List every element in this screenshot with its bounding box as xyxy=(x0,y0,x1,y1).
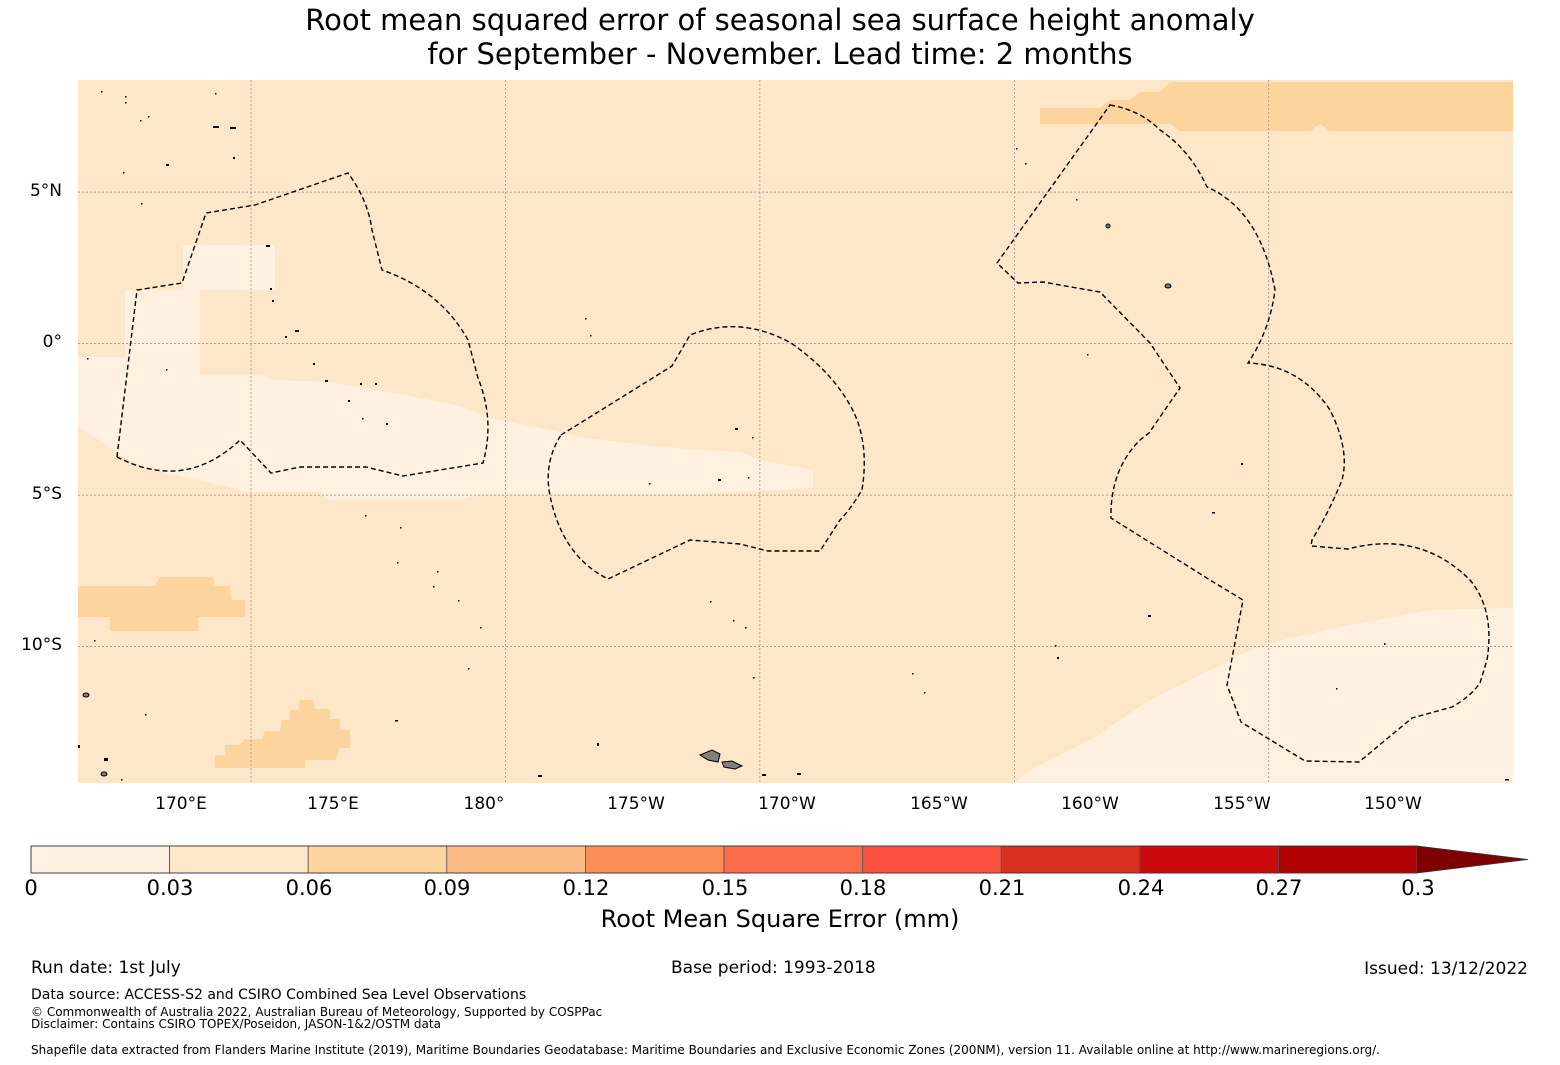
lat-label-0: 0° xyxy=(42,332,62,352)
islands xyxy=(82,223,1172,777)
colorbar-tick-3: 0.09 xyxy=(423,876,471,900)
shapefile-credit: Shapefile data extracted from Flanders M… xyxy=(31,1043,1380,1057)
base-period: Base period: 1993-2018 xyxy=(671,958,876,978)
lon-label-165w: 165°W xyxy=(910,794,968,814)
map-gridlines xyxy=(78,80,1513,783)
island-small-1 xyxy=(82,692,90,698)
colorbar-tick-1: 0.03 xyxy=(146,876,194,900)
island-upolu xyxy=(698,749,721,763)
high-error-patch-south xyxy=(215,700,350,768)
colorbar-segment-6 xyxy=(862,845,1002,874)
lon-label-170e: 170°E xyxy=(155,794,207,814)
island-small-3 xyxy=(1164,283,1172,289)
lon-label-170w: 170°W xyxy=(758,794,816,814)
lon-label-175w: 175°W xyxy=(607,794,665,814)
colorbar-tick-9: 0.27 xyxy=(1255,876,1303,900)
chart-title-line1: Root mean squared error of seasonal sea … xyxy=(305,3,1255,37)
copyright: © Commonwealth of Australia 2022, Austra… xyxy=(31,1005,603,1019)
lon-label-180: 180° xyxy=(463,794,505,814)
colorbar-segment-0 xyxy=(30,845,171,874)
colorbar-tick-0: 0 xyxy=(24,876,38,900)
colorbar-tick-10: 0.3 xyxy=(1401,876,1435,900)
issued-date: Issued: 13/12/2022 xyxy=(1364,959,1528,979)
colorbar-segment-3 xyxy=(446,845,586,874)
eez-boundary-east xyxy=(996,104,1490,763)
island-small-4 xyxy=(1105,223,1111,229)
colorbar-extend-arrow xyxy=(1417,846,1528,873)
eez-boundary-west xyxy=(116,172,489,477)
colorbar-label: Root Mean Square Error (mm) xyxy=(600,905,960,933)
colorbar-segment-5 xyxy=(723,845,864,874)
lon-label-160w: 160°W xyxy=(1061,794,1119,814)
map-panel xyxy=(78,80,1513,783)
data-source: Data source: ACCESS-S2 and CSIRO Combine… xyxy=(31,987,527,1003)
colorbar-tick-6: 0.18 xyxy=(839,876,887,900)
island-small-2 xyxy=(100,771,108,777)
colorbar xyxy=(30,845,1529,874)
run-date: Run date: 1st July xyxy=(31,958,181,978)
colorbar-segment-9 xyxy=(1278,845,1418,874)
eez-boundary-central xyxy=(547,326,865,580)
lat-label-5n: 5°N xyxy=(29,181,62,201)
colorbar-tick-8: 0.24 xyxy=(1117,876,1165,900)
lon-label-150w: 150°W xyxy=(1364,794,1422,814)
colorbar-segment-8 xyxy=(1139,845,1279,874)
disclaimer: Disclaimer: Contains CSIRO TOPEX/Poseido… xyxy=(31,1017,441,1031)
low-error-band-west xyxy=(78,245,813,500)
colorbar-segment-4 xyxy=(585,845,725,874)
island-savaii xyxy=(721,760,744,770)
lat-label-10s: 10°S xyxy=(21,635,62,655)
lat-label-5s: 5°S xyxy=(31,484,62,504)
colorbar-segment-1 xyxy=(169,845,309,874)
chart-title-line2: for September - November. Lead time: 2 m… xyxy=(427,37,1133,71)
high-error-patch-west xyxy=(78,577,245,631)
colorbar-tick-7: 0.21 xyxy=(978,876,1026,900)
colorbar-tick-5: 0.15 xyxy=(701,876,749,900)
high-error-patch-northeast xyxy=(1040,82,1513,131)
lon-label-175e: 175°E xyxy=(307,794,359,814)
colorbar-segment-2 xyxy=(307,845,448,874)
colorbar-tick-4: 0.12 xyxy=(562,876,610,900)
low-error-band-southeast xyxy=(1015,608,1513,783)
colorbar-outline xyxy=(30,845,1529,874)
lon-label-155w: 155°W xyxy=(1213,794,1271,814)
colorbar-segment-7 xyxy=(1000,845,1141,874)
colorbar-tick-2: 0.06 xyxy=(285,876,333,900)
atolls xyxy=(78,91,1509,781)
eez-boundaries xyxy=(116,104,1490,763)
